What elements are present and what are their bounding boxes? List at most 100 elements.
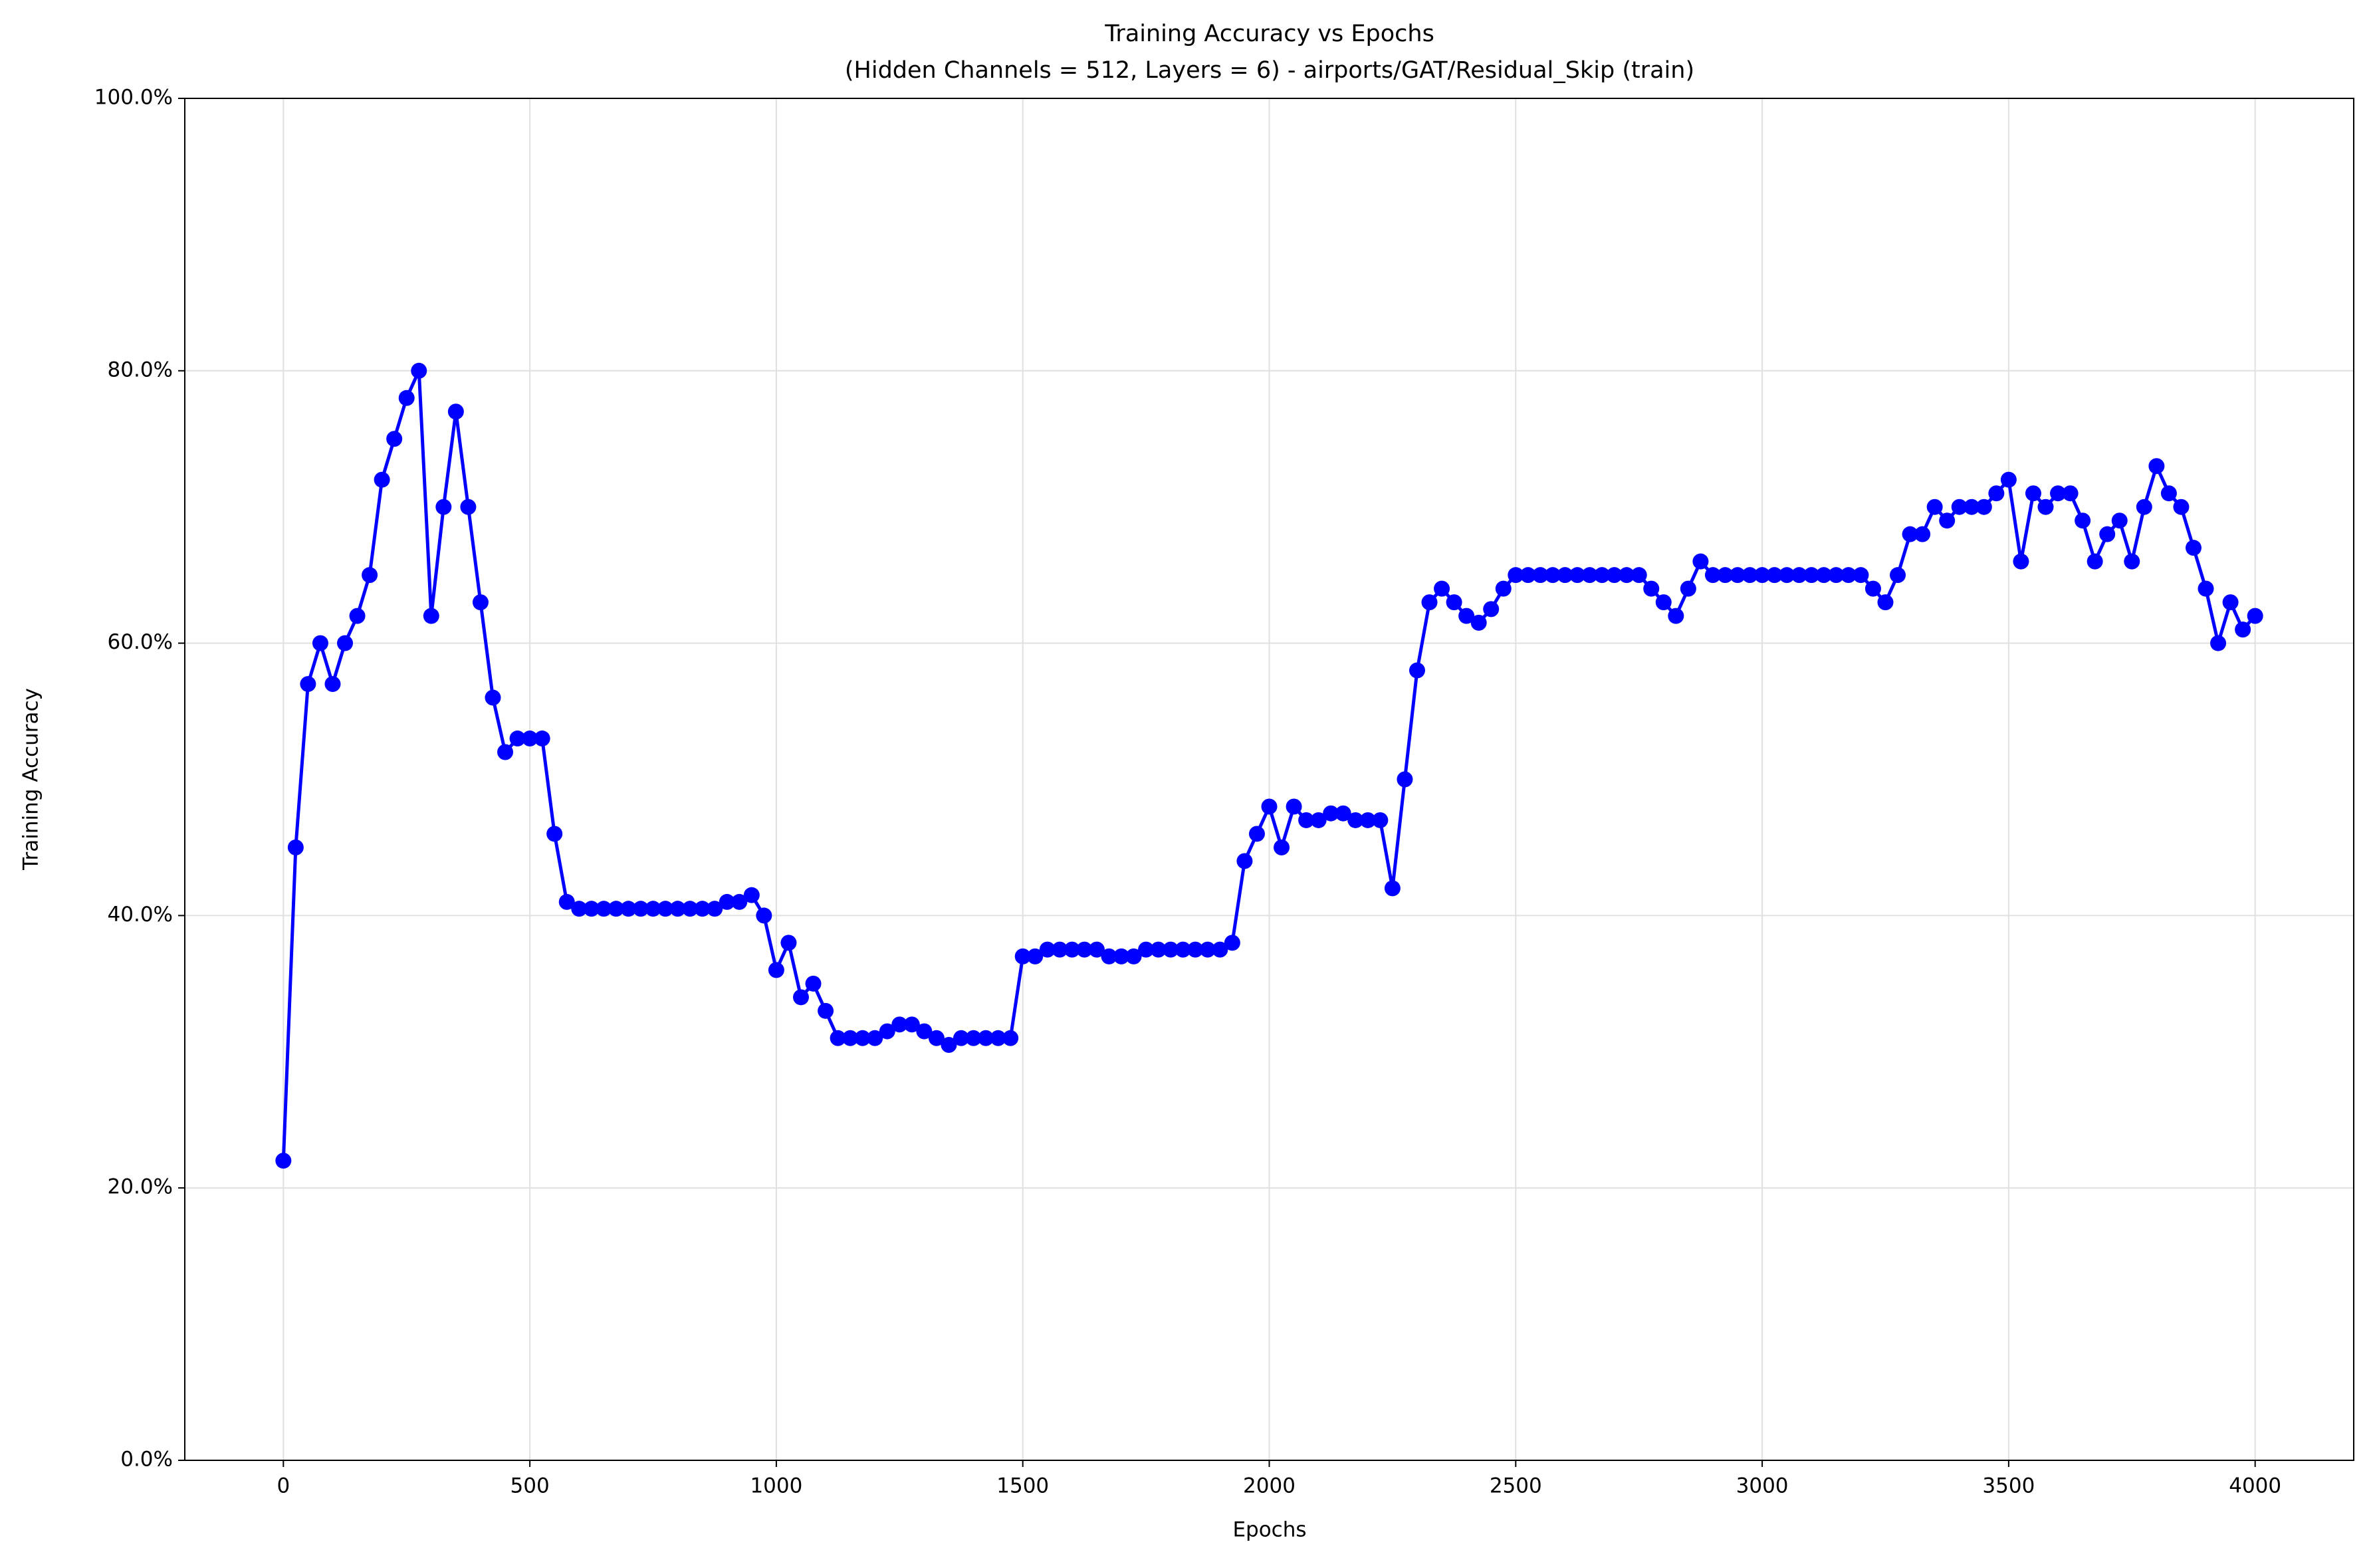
data-point — [1014, 948, 1031, 964]
data-point — [1532, 567, 1549, 584]
data-point — [1680, 580, 1696, 597]
data-point — [1594, 567, 1611, 584]
data-point — [1458, 608, 1475, 624]
data-point — [2124, 553, 2140, 570]
data-point — [472, 594, 489, 611]
chart-subtitle: (Hidden Channels = 512, Layers = 6) - ai… — [845, 57, 1694, 84]
data-point — [657, 901, 674, 917]
data-point — [818, 1002, 834, 1019]
x-tick-label: 0 — [277, 1474, 290, 1498]
data-point — [1606, 567, 1623, 584]
data-point — [1939, 512, 1956, 529]
data-point — [1926, 499, 1943, 515]
data-point — [756, 907, 772, 924]
data-point — [1236, 853, 1253, 869]
data-point — [1717, 567, 1734, 584]
data-point — [2111, 512, 2128, 529]
data-point — [2075, 512, 2091, 529]
data-point — [1002, 1030, 1019, 1046]
data-point — [731, 893, 748, 910]
data-point — [792, 989, 809, 1006]
data-point — [1544, 567, 1561, 584]
data-point — [447, 403, 464, 420]
data-point — [1557, 567, 1573, 584]
x-tick-label: 4000 — [2229, 1474, 2281, 1498]
data-point — [953, 1030, 970, 1046]
data-point — [879, 1023, 895, 1040]
data-point — [780, 935, 797, 951]
data-point — [891, 1016, 908, 1033]
data-point — [1988, 485, 2005, 502]
data-point — [1643, 580, 1660, 597]
data-point — [1446, 594, 1462, 611]
data-point — [1864, 580, 1881, 597]
data-point — [1384, 880, 1401, 897]
data-point — [1569, 567, 1585, 584]
data-point — [2000, 471, 2017, 488]
data-point — [1483, 601, 1500, 617]
data-point — [1187, 941, 1204, 958]
data-point — [1668, 608, 1684, 624]
data-point — [990, 1030, 1006, 1046]
data-point — [1088, 941, 1105, 958]
data-point — [608, 901, 624, 917]
data-point — [1890, 567, 1906, 584]
y-tick-label: 20.0% — [108, 1175, 173, 1199]
chart-title: Training Accuracy vs Epochs — [1104, 21, 1434, 47]
data-point — [534, 730, 550, 747]
data-point — [1914, 526, 1931, 542]
data-point — [1298, 812, 1315, 828]
data-point — [1902, 526, 1918, 542]
y-tick-label: 100.0% — [94, 86, 173, 110]
data-point — [1138, 941, 1155, 958]
data-point — [928, 1030, 945, 1046]
y-tick-label: 40.0% — [108, 903, 173, 927]
data-point — [1150, 941, 1167, 958]
data-point — [558, 893, 575, 910]
data-point — [1434, 580, 1450, 597]
data-point — [842, 1030, 859, 1046]
data-point — [398, 390, 415, 406]
data-point — [485, 689, 501, 706]
data-point — [768, 962, 784, 978]
data-point — [300, 676, 316, 693]
data-point — [1791, 567, 1807, 584]
data-point — [1212, 941, 1228, 958]
data-point — [1347, 812, 1364, 828]
data-point — [1840, 567, 1857, 584]
data-point — [1113, 948, 1130, 964]
data-point — [1125, 948, 1142, 964]
data-point — [805, 975, 822, 992]
x-tick-label: 500 — [510, 1474, 550, 1498]
data-point — [2185, 540, 2202, 556]
data-point — [978, 1030, 994, 1046]
data-point — [1027, 948, 1044, 964]
data-point — [682, 901, 699, 917]
x-tick-label: 3000 — [1736, 1474, 1789, 1498]
data-point — [423, 608, 439, 624]
data-point — [1508, 567, 1524, 584]
data-point — [1964, 499, 1980, 515]
data-point — [1742, 567, 1758, 584]
data-point — [1372, 812, 1389, 828]
data-point — [1163, 941, 1179, 958]
y-tick-label: 0.0% — [120, 1448, 173, 1472]
data-point — [1064, 941, 1080, 958]
data-point — [1655, 594, 1672, 611]
data-point — [1631, 567, 1647, 584]
data-point — [1409, 662, 1425, 679]
data-point — [571, 901, 588, 917]
data-point — [1261, 798, 1278, 815]
data-point — [2160, 485, 2177, 502]
data-point — [620, 901, 637, 917]
data-point — [1101, 948, 1117, 964]
data-point — [435, 499, 452, 515]
data-point — [1828, 567, 1845, 584]
data-point — [1274, 839, 1290, 855]
data-point — [386, 431, 403, 447]
data-point — [2062, 485, 2079, 502]
data-point — [1076, 941, 1093, 958]
data-point — [312, 635, 328, 651]
data-point — [1310, 812, 1327, 828]
data-point — [2173, 499, 2190, 515]
